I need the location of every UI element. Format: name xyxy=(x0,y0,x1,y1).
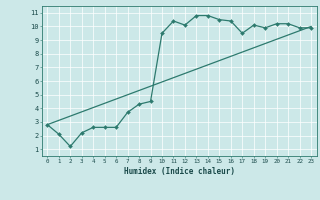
X-axis label: Humidex (Indice chaleur): Humidex (Indice chaleur) xyxy=(124,167,235,176)
